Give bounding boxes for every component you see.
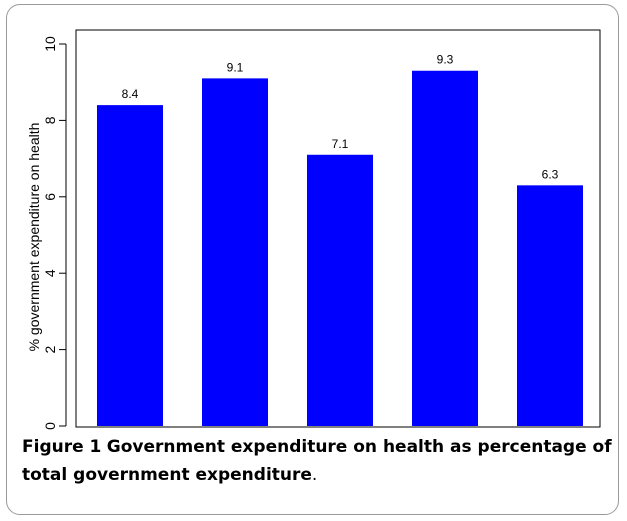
data-label: 8.4 [122,87,139,101]
bar-2003-2004 [307,154,373,426]
caption-period: . [311,465,318,485]
data-label: 7.1 [332,137,349,151]
y-tick-label: 6 [42,193,58,201]
y-tick-label: 4 [42,269,58,277]
plot-area-border [75,29,601,428]
y-tick-label: 8 [42,116,58,124]
bar-2002-2003 [202,78,268,426]
data-label: 6.3 [542,167,559,181]
figure-caption-text: Government expenditure on health as perc… [22,437,612,485]
y-tick-label: 0 [42,422,58,430]
bar-2005-2006 [517,185,583,426]
figure-label: Figure 1 [22,437,102,457]
y-axis-label: % government expenditure on health [26,123,42,352]
y-tick-label: 2 [42,345,58,353]
bar-2004-2005 [412,70,478,427]
bar-1998-99 [97,105,163,427]
data-label: 9.3 [437,53,454,67]
y-tick-label: 10 [42,36,58,52]
data-label: 9.1 [227,60,244,74]
figure-caption: Figure 1 Government expenditure on healt… [22,433,612,489]
